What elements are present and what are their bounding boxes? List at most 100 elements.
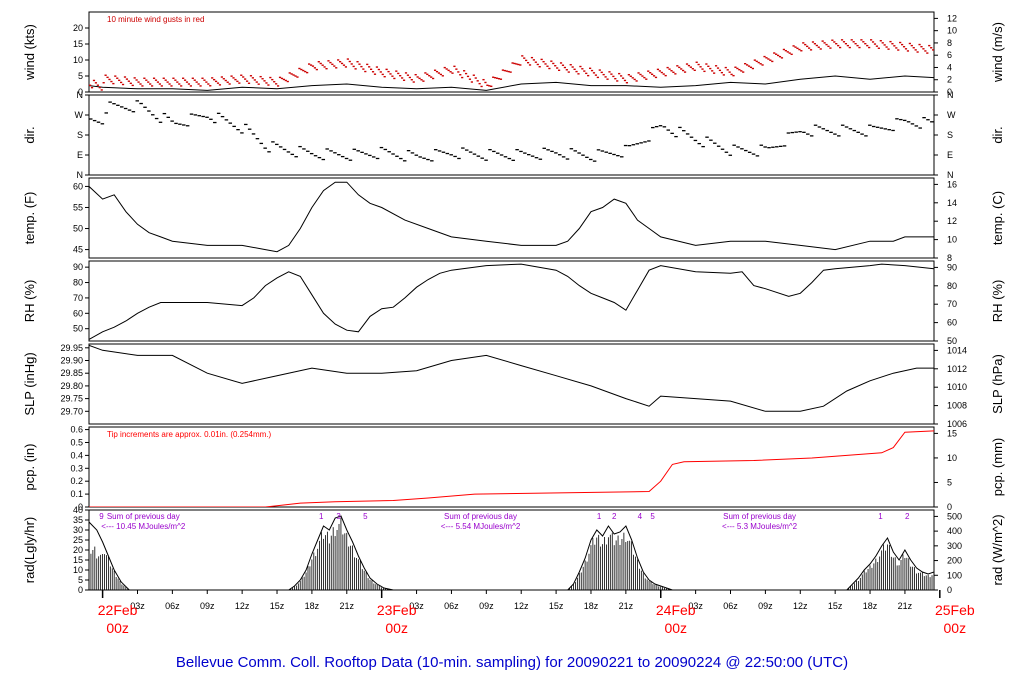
gust-mark <box>707 65 710 68</box>
pcp-left-tick-label: 0.1 <box>70 489 83 499</box>
gust-mark <box>420 79 423 81</box>
gust-mark <box>302 69 305 72</box>
gust-mark <box>207 83 210 85</box>
gust-mark <box>480 85 483 88</box>
gust-mark <box>331 63 334 66</box>
pcp-series-line <box>89 430 934 507</box>
gust-mark <box>147 81 150 83</box>
dir-right-tick-label: E <box>947 150 953 160</box>
gust-mark <box>304 70 307 73</box>
slp-left-tick-label: 29.90 <box>60 356 83 366</box>
gust-mark <box>773 52 776 54</box>
gust-mark <box>236 80 239 83</box>
gust-mark <box>176 81 179 83</box>
gust-mark <box>275 83 278 85</box>
hour-tick-label: 12z <box>235 601 250 611</box>
gust-mark <box>170 85 173 87</box>
hour-tick-label: 06z <box>165 601 180 611</box>
gust-mark <box>228 83 231 85</box>
gust-mark <box>269 76 272 79</box>
gust-mark <box>364 70 367 73</box>
gust-mark <box>877 47 880 49</box>
gust-mark <box>654 76 658 79</box>
temp-right-tick-label: 8 <box>947 253 952 263</box>
gust-mark <box>802 42 805 44</box>
gust-mark <box>162 77 165 79</box>
slp-right-tick-label: 1008 <box>947 401 967 411</box>
gust-mark <box>563 66 567 69</box>
gust-mark <box>862 41 865 43</box>
gust-mark <box>525 59 528 62</box>
gust-mark <box>404 72 408 74</box>
rad-left-tick-label: 10 <box>73 565 83 575</box>
gust-mark <box>585 72 588 75</box>
gust-mark <box>542 60 545 63</box>
gust-mark <box>798 48 801 51</box>
gust-mark <box>245 80 249 82</box>
gust-mark <box>358 63 361 65</box>
gust-mark <box>517 63 520 66</box>
daily-sum-value: <--- 5.3 MJoules/m^2 <box>722 522 798 531</box>
gust-mark <box>391 75 394 77</box>
daily-sum-heading: Sum of previous day <box>444 512 517 521</box>
gust-mark <box>645 78 648 80</box>
gust-mark <box>641 75 644 77</box>
gust-mark <box>339 60 342 63</box>
temp-right-tick-label: 12 <box>947 216 957 226</box>
gust-mark <box>904 48 908 50</box>
gust-mark <box>428 75 431 77</box>
gust-mark <box>784 49 787 52</box>
rh-right-tick-label: 80 <box>947 281 957 291</box>
gust-mark <box>422 80 425 82</box>
gust-mark <box>424 72 427 74</box>
gust-mark <box>100 89 103 91</box>
gust-mark <box>313 67 317 69</box>
gust-mark <box>495 77 499 79</box>
gust-mark <box>133 77 136 79</box>
day-tick-date: 24Feb <box>656 602 696 618</box>
gust-mark <box>209 85 212 87</box>
gust-mark <box>827 45 830 48</box>
gust-mark <box>292 74 295 76</box>
gust-mark <box>521 55 524 57</box>
gust-mark <box>499 78 503 80</box>
rad-right-tick-label: 500 <box>947 511 962 521</box>
gust-mark <box>482 78 485 81</box>
gust-mark <box>174 79 177 81</box>
gust-mark <box>472 74 475 76</box>
gust-mark <box>379 71 382 73</box>
gust-mark <box>604 76 607 78</box>
gust-mark <box>825 43 828 46</box>
pcp-right-tick-label: 5 <box>947 477 952 487</box>
gust-mark <box>718 69 722 72</box>
gust-mark <box>282 78 285 81</box>
gust-mark <box>928 44 931 47</box>
gust-mark <box>234 78 237 81</box>
gust-mark <box>255 81 258 83</box>
gust-mark <box>621 77 625 79</box>
gust-mark <box>385 68 388 71</box>
rh-ylabel-right: RH (%) <box>990 280 1005 323</box>
gust-mark <box>120 81 123 84</box>
gust-mark <box>348 60 351 63</box>
gust-mark <box>443 66 446 69</box>
rh-plot-area <box>89 263 934 340</box>
gust-mark <box>687 64 691 67</box>
gust-mark <box>356 61 359 63</box>
gust-mark <box>135 79 138 81</box>
gust-mark <box>592 72 596 74</box>
gust-mark <box>513 62 516 65</box>
gust-mark <box>625 82 629 84</box>
gust-mark <box>306 71 309 74</box>
gust-mark <box>736 67 739 70</box>
gust-mark <box>366 63 369 66</box>
gust-mark <box>897 49 900 51</box>
gust-mark <box>776 54 780 57</box>
gust-mark <box>839 46 842 49</box>
gust-mark <box>643 76 646 79</box>
gust-mark <box>476 80 479 82</box>
panel-wind: 0 5 10 15 20 0 2 4 6 8 10 12 wind (kts) wind (m/s) 10 … <box>22 11 1005 97</box>
gust-mark <box>902 46 906 48</box>
rh-right-tick-label: 90 <box>947 262 957 272</box>
